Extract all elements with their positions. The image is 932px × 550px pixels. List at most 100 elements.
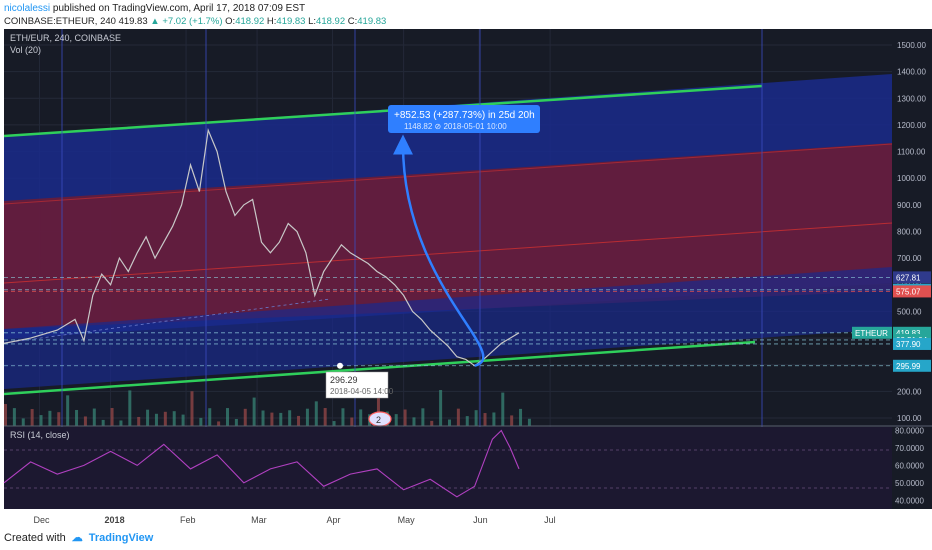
- volume-bar-10: [92, 408, 96, 426]
- volume-bar-30: [270, 412, 274, 426]
- rsi-tick-0: 80.0000: [895, 426, 924, 435]
- horizontal-levels: [4, 276, 892, 367]
- price-tag-label-6: 295.99: [896, 362, 921, 371]
- volume-bars: [4, 390, 531, 426]
- volume-bar-31: [279, 412, 283, 426]
- volume-bar-56: [501, 392, 505, 426]
- volume-bar-42: [376, 393, 380, 426]
- published-text: published on TradingView.com, April 17, …: [52, 3, 306, 14]
- last-price: 419.83: [118, 16, 148, 27]
- volume-bar-38: [341, 408, 345, 426]
- rsi-line: [3, 429, 520, 498]
- volume-bar-7: [66, 395, 70, 426]
- volume-bar-22: [199, 417, 203, 426]
- symbol-text: COINBASE:ETHEUR, 240: [4, 16, 116, 27]
- volume-bar-29: [261, 410, 265, 426]
- volume-bar-24: [217, 421, 221, 426]
- lower-channel-line[interactable]: [3, 340, 756, 396]
- projection-callout[interactable]: +852.53 (+287.73%) in 25d 20h 1148.82 ⊘ …: [388, 105, 540, 133]
- y-tick-4: 1100.00: [897, 148, 926, 157]
- upper-red-line: [3, 143, 893, 205]
- volume-bar-40: [359, 409, 363, 426]
- y-tick-0: 1500.00: [897, 41, 926, 50]
- y-tick-6: 900.00: [897, 201, 922, 210]
- low-value: 296.29: [330, 375, 358, 385]
- volume-bar-12: [110, 408, 114, 426]
- volume-bar-58: [519, 408, 523, 426]
- price-tag-label-2: 575.07: [896, 287, 921, 296]
- y-tick-7: 800.00: [897, 227, 922, 236]
- low-value: 418.92: [316, 16, 346, 27]
- volume-bar-48: [430, 420, 434, 426]
- projection-label: +852.53 (+287.73%) in 25d 20h: [394, 110, 535, 121]
- volume-bar-32: [288, 410, 292, 426]
- price-tag-label-0: 627.81: [896, 273, 921, 282]
- volume-bar-16: [146, 409, 150, 426]
- tradingview-logo-icon[interactable]: ☁: [71, 532, 83, 544]
- time-axis-labels: Dec 2018 Feb Mar Apr May Jun Jul: [34, 515, 556, 525]
- high-value: 419.83: [276, 16, 306, 27]
- volume-bar-18: [163, 411, 167, 426]
- volume-bar-21: [190, 391, 194, 426]
- volume-bar-15: [137, 416, 141, 426]
- open-value: 418.92: [235, 16, 265, 27]
- volume-bar-37: [332, 421, 336, 426]
- x-tick-1: 2018: [105, 515, 125, 525]
- close-label: C:: [347, 16, 358, 27]
- volume-bar-35: [314, 401, 318, 426]
- rsi-legend[interactable]: RSI (14, close): [10, 430, 70, 440]
- x-tick-2: Feb: [180, 515, 196, 525]
- price-change: +7.02 (+1.7%): [162, 16, 223, 27]
- x-tick-5: May: [398, 515, 416, 525]
- low-label: L:: [308, 16, 317, 27]
- price-series-line: [3, 127, 520, 367]
- mid-red-line: [3, 222, 893, 284]
- volume-bar-55: [492, 412, 496, 426]
- volume-bar-44: [394, 414, 398, 426]
- volume-bar-20: [181, 414, 185, 426]
- low-date: 2018-04-05 14:00: [330, 387, 394, 396]
- volume-bar-45: [403, 409, 407, 426]
- tradingview-brand[interactable]: TradingView: [88, 531, 154, 544]
- price-tag-label-5: 377.90: [896, 340, 921, 349]
- high-label: H:: [266, 16, 277, 27]
- volume-bar-57: [510, 415, 514, 426]
- y-tick-10: 500.00: [897, 307, 922, 316]
- volume-bar-25: [226, 408, 229, 426]
- price-axis: [892, 29, 932, 509]
- x-tick-4: Apr: [327, 515, 341, 525]
- volume-bar-46: [412, 417, 416, 426]
- upper-channel-line[interactable]: [3, 84, 763, 138]
- projection-arrow[interactable]: [393, 134, 485, 367]
- x-tick-7: Jul: [544, 515, 556, 525]
- blue-zone-lower: [4, 267, 892, 389]
- chart-canvas[interactable]: +852.53 (+287.73%) in 25d 20h 1148.82 ⊘ …: [0, 29, 932, 549]
- volume-bar-36: [323, 408, 327, 426]
- price-tag-2: [893, 285, 931, 298]
- close-value: 419.83: [357, 16, 387, 27]
- y-tick-1: 1400.00: [897, 68, 926, 77]
- open-label: O:: [225, 16, 236, 27]
- author-link[interactable]: nicolalessi: [4, 3, 51, 14]
- change-up-icon: ▲: [150, 16, 160, 27]
- rsi-tick-2: 60.0000: [895, 461, 924, 470]
- y-tick-3: 1200.00: [897, 121, 926, 130]
- low-callout[interactable]: 296.29 2018-04-05 14:00: [325, 362, 394, 399]
- volume-bar-11: [101, 419, 105, 426]
- volume-bar-17: [154, 413, 158, 426]
- volume-bar-9: [83, 416, 87, 426]
- volume-bar-50: [448, 419, 451, 426]
- price-tag-6: [893, 359, 931, 372]
- vol-legend[interactable]: Vol (20): [10, 45, 41, 55]
- volume-bar-49: [439, 390, 443, 426]
- rsi-tick-4: 40.0000: [895, 496, 924, 505]
- event-marker[interactable]: 2: [368, 411, 392, 427]
- main-legend[interactable]: ETH/EUR, 240, COINBASE: [10, 33, 121, 43]
- rsi-pane: [3, 427, 892, 509]
- symbol-line: COINBASE:ETHEUR, 240 419.83 ▲ +7.02 (+1.…: [4, 16, 386, 27]
- volume-bar-3: [30, 409, 34, 426]
- rsi-axis-labels: 80.0000 70.0000 60.0000 50.0000 40.0000: [895, 426, 924, 505]
- volume-bar-5: [48, 410, 52, 426]
- event-marker-label: 2: [376, 415, 381, 425]
